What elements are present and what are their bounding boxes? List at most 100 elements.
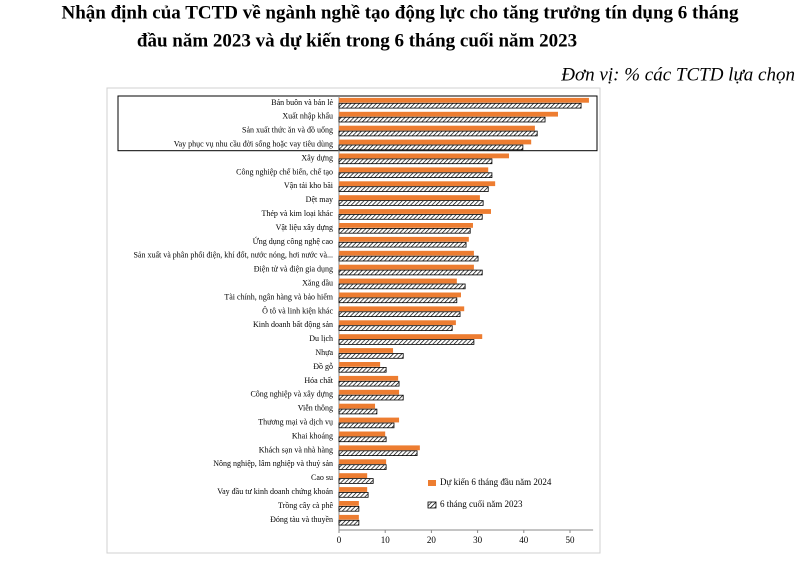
y-tick-label: Vận tải kho bãi [284,181,334,190]
bar [339,250,474,256]
bar [338,297,458,304]
bar [338,255,479,262]
y-tick-label: Xây dựng [301,153,333,162]
bar [339,125,535,131]
y-tick-label: Ô tô và linh kiện khác [262,305,333,315]
bar [339,320,456,326]
bar [338,102,582,109]
x-tick-label: 40 [519,535,529,545]
bar [338,478,374,484]
bar [338,408,378,415]
bar [338,353,404,359]
y-tick-label: Kinh doanh bất động sản [253,320,333,329]
plot-frame [106,87,601,554]
bar [339,362,381,367]
bar [339,348,394,353]
y-tick-label: Dệt may [306,195,333,204]
bar [338,311,461,317]
bar [339,181,496,187]
y-tick-label: Bán buôn và bán lẻ [271,98,333,107]
unit-label: Đơn vị: % các TCTD lựa chọn [560,64,795,85]
bar [339,417,400,423]
bar [338,172,493,179]
bar [338,283,466,290]
y-tick-label: Xăng dầu [302,279,333,288]
x-tick-label: 20 [427,535,437,545]
bar [339,236,469,242]
bar [339,445,420,451]
y-tick-label: Vay đầu tư kinh doanh chứng khoán [217,487,333,496]
y-tick-label: Viễn thông [298,404,333,413]
bar [338,186,489,192]
y-tick-label: Du lịch [309,334,333,343]
bar [338,492,369,498]
bar [338,269,483,276]
y-tick-label: Ứng dụng công nghệ cao [253,236,333,246]
y-tick-label: Công nghiệp chế biến, chế tạo [236,167,333,176]
bar [339,403,376,409]
x-tick-label: 50 [566,535,576,545]
y-tick-label: Cao su [311,473,333,482]
bar [338,130,538,137]
y-tick-label: Hóa chất [304,376,333,385]
y-tick-label: Tài chính, ngân hàng và bảo hiểm [224,292,333,301]
legend-swatch [427,501,437,509]
bar [338,200,484,206]
bar [339,473,368,478]
bar [338,116,546,123]
bar [339,167,489,173]
bar [339,514,359,520]
bar [339,223,473,228]
bar [338,366,387,373]
chart-title: Nhận định của TCTD về ngành nghề tạo độn… [61,2,739,23]
bar [339,111,558,117]
bar [338,394,404,401]
y-tick-label: Khách sạn và nhà hàng [259,445,333,454]
x-tick-label: 10 [381,535,391,545]
y-tick-label: Thép và kim loại khác [261,209,333,218]
y-tick-label: Công nghiệp và xây dựng [250,390,333,399]
bar [338,158,493,165]
bar [339,306,465,312]
y-tick-label: Vay phục vụ nhu cầu đời sống hoặc vay ti… [174,140,333,149]
bar [338,505,360,512]
y-tick-label: Sản xuất và phân phối điện, khí đốt, nướ… [133,251,333,260]
bar [339,97,589,103]
bar [338,422,395,429]
y-tick-label: Nông nghiệp, lâm nghiệp và thuỷ sản [213,459,333,468]
bar [339,209,491,214]
bar [338,144,524,151]
bar [339,431,386,437]
bar [338,325,453,331]
y-tick-label: Đồ gỗ [313,362,333,371]
bar [339,292,461,298]
legend-label: 6 tháng cuối năm 2023 [440,499,523,509]
y-tick-label: Sản xuất thức ăn và đồ uống [242,126,333,135]
bar [339,139,532,145]
y-tick-label: Nhựa [315,348,333,357]
bar [338,519,360,526]
bar [338,214,483,220]
bar [338,241,467,248]
y-tick-label: Điện tử và điện gia dụng [254,265,333,274]
y-tick-label: Thương mại và dịch vụ [258,418,333,427]
bar [339,334,483,339]
legend-label: Dự kiến 6 tháng đầu năm 2024 [440,477,552,487]
bar [339,278,457,284]
x-tick-label: 30 [473,535,483,545]
bar [338,436,387,443]
bar [339,375,399,381]
highlight-box [117,95,598,152]
chart-title: đầu năm 2023 và dự kiến trong 6 tháng cu… [137,30,577,51]
bar [339,264,474,270]
y-tick-label: Vật liệu xây dựng [276,223,333,232]
bar [338,464,387,470]
bar [338,450,418,456]
y-tick-label: Khai khoáng [292,431,333,440]
bar [338,380,400,387]
x-tick-label: 0 [337,535,342,545]
y-tick-label: Đóng tàu và thuyền [270,515,333,524]
bar [339,501,359,506]
bar [339,195,480,200]
